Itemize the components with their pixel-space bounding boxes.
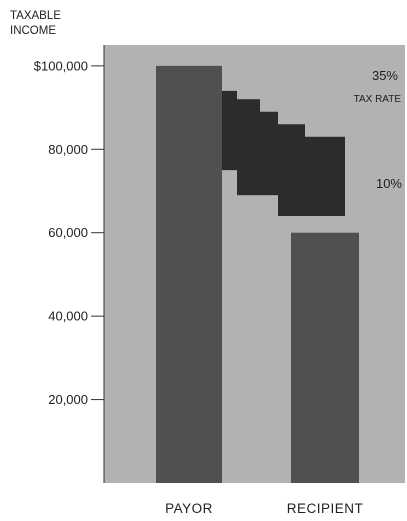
annotation-rate-low: 10% <box>376 176 402 191</box>
y-axis-title-line-2: INCOME <box>10 25 56 37</box>
y-axis-title-line-1: TAXABLE <box>10 10 61 22</box>
y-tick-label-4: 20,000 <box>48 392 88 407</box>
annotation-rate-caption: TAX RATE <box>354 94 402 105</box>
y-axis-ticks: $100,000 80,000 60,000 40,000 20,000 <box>34 58 104 407</box>
transfer-step-2 <box>260 111 278 196</box>
transfer-step-1 <box>237 99 260 196</box>
y-tick-label-2: 60,000 <box>48 225 88 240</box>
chart-marks <box>156 65 359 483</box>
y-tick-label-0: $100,000 <box>34 58 88 73</box>
category-label-payor: PAYOR <box>165 501 213 516</box>
y-tick-label-3: 40,000 <box>48 309 88 324</box>
annotation-rate-high: 35% <box>372 68 398 83</box>
bar-payor <box>156 65 222 483</box>
transfer-step-4 <box>305 136 345 217</box>
transfer-step-0 <box>222 90 237 171</box>
bar-recipient <box>291 232 359 483</box>
transfer-step-3 <box>278 124 305 217</box>
y-tick-label-1: 80,000 <box>48 142 88 157</box>
category-label-recipient: RECIPIENT <box>287 501 364 516</box>
